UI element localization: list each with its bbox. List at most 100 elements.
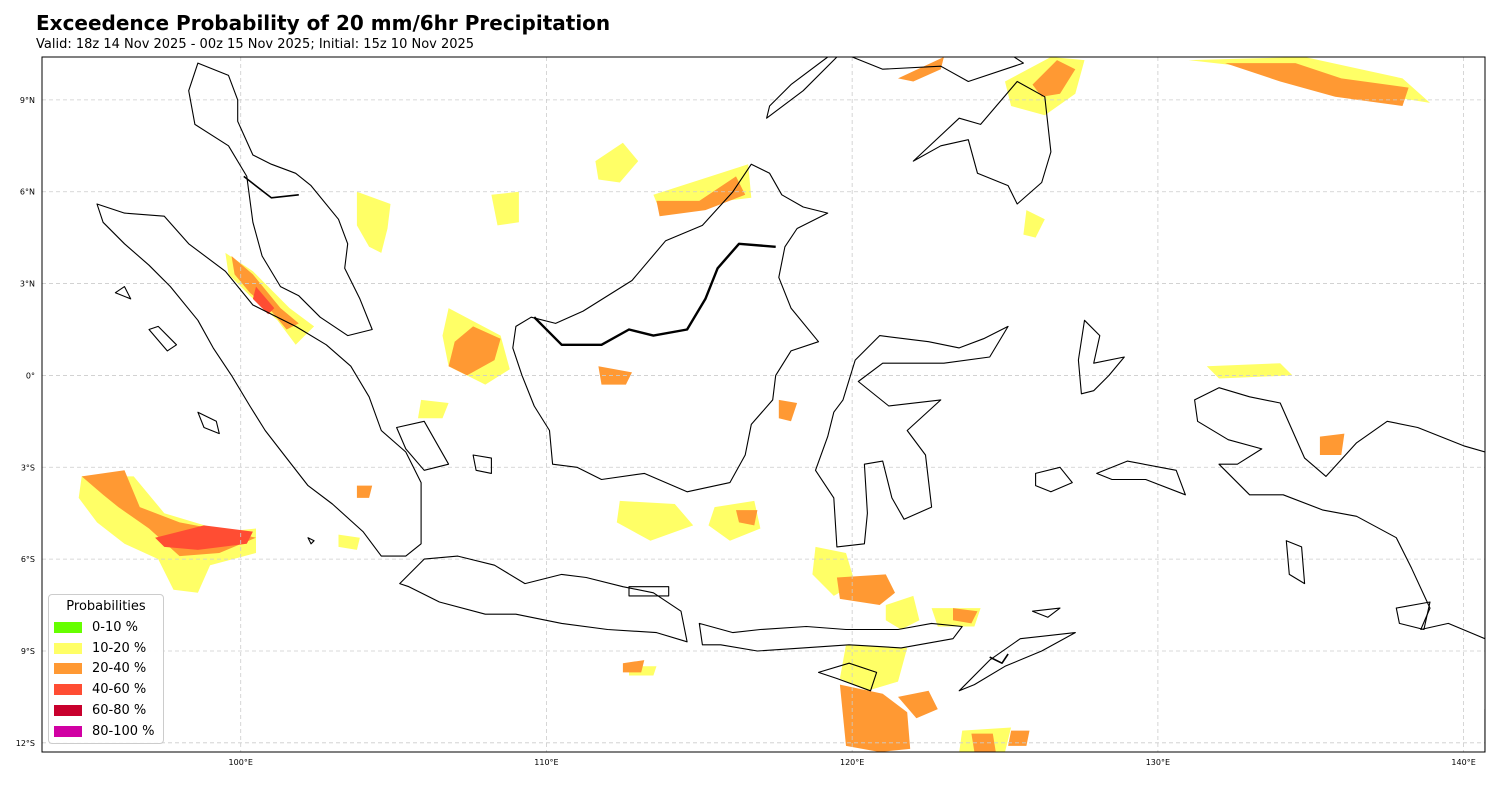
precip-area-16 [778,399,798,422]
precip-area-41 [338,534,360,550]
coastline-timor [958,632,1076,692]
precip-area-21 [836,574,895,605]
coastline-new-guinea [1194,387,1485,640]
coastline-java [399,555,688,643]
map-subtitle: Valid: 18z 14 Nov 2025 - 00z 15 Nov 2025… [36,37,475,52]
coastline-belitung [472,454,492,474]
coastline-bangka [396,420,450,471]
lon-tick-label: 130°E [1146,758,1170,767]
legend-item: 10-20 % [54,638,158,659]
legend-item: 80-100 % [54,721,158,742]
precipitation-layer [78,57,1430,752]
border-sarawak-kalimantan [533,242,776,346]
precip-area-10 [656,176,746,217]
coastline-luzon-visayas [851,57,1024,83]
lat-tick-label: 9°N [20,96,35,105]
coastline-sumba [817,662,878,692]
coastlines [96,57,1485,752]
map-frame [41,56,1486,753]
coastline-yos-sudarso [1395,601,1431,631]
precip-area-37 [1206,363,1293,379]
coastline-nias [148,325,178,352]
lat-tick-label: 12°S [16,739,35,748]
precip-area-33 [898,57,944,82]
precip-area-13 [418,399,449,419]
coastline-seram [1096,460,1186,496]
legend-item: 60-80 % [54,700,158,721]
legend-item: 0-10 % [54,617,158,638]
precip-area-6 [252,286,275,315]
border-timor-leste [989,653,1009,665]
precip-area-26 [839,684,911,752]
coastline-aru [1285,540,1306,585]
coastline-buru [1035,466,1073,493]
lon-tick-label: 140°E [1451,758,1475,767]
coastline-mindanao [912,80,1052,205]
precip-area-14 [598,366,632,385]
legend-swatch [54,725,82,737]
axis-tick-labels: 100°E 110°E 120°E 130°E 140°E 9°N 6°N 3°N 0° 3°S 6… [16,96,1476,767]
lon-tick-label: 100°E [229,758,253,767]
precip-area-25 [839,644,908,691]
lon-tick-label: 110°E [534,758,558,767]
lat-tick-label: 3°S [21,463,35,472]
legend-label: 40-60 % [92,682,147,698]
coastline-wetar [1031,607,1061,618]
precip-area-40 [622,660,645,673]
precip-area-22 [885,595,920,630]
legend-item: 40-60 % [54,679,158,700]
lat-tick-label: 6°N [20,188,35,197]
lon-tick-label: 120°E [840,758,864,767]
legend-label: 10-20 % [92,640,147,656]
lat-tick-label: 0° [26,371,35,380]
legend-swatch [54,642,82,654]
coastline-cape-york [1484,708,1485,752]
coastline-enggano [307,537,315,545]
legend-swatch [54,684,82,696]
precip-area-32 [1032,60,1076,97]
legend: Probabilities 0-10 % 10-20 % 20-40 % 40-60 … [48,594,164,744]
coastline-halmahera [1077,319,1125,395]
precip-area-24 [953,608,978,624]
precip-area-5 [231,256,299,330]
legend-title: Probabilities [66,599,146,614]
precip-area-17 [616,500,694,541]
precip-area-34 [1023,210,1045,238]
precip-area-15 [356,485,373,498]
precip-area-8 [491,191,519,226]
precip-area-38 [1319,433,1345,455]
precip-area-30 [1008,730,1030,746]
precip-area-36 [1225,63,1409,106]
precip-area-12 [448,326,501,376]
lat-tick-label: 6°S [21,555,35,564]
legend-item: 20-40 % [54,659,158,680]
borders [243,175,1009,665]
coastline-lesser-sunda [698,622,963,652]
border-thailand-malaysia [243,175,299,199]
lat-tick-label: 9°S [21,647,35,656]
coastline-siberut [197,411,220,435]
legend-label: 0-10 % [92,619,138,635]
coastline-sumatra [96,203,422,557]
coastline-simeulue [114,286,132,300]
coastline-borneo [512,163,829,493]
legend-label: 20-40 % [92,661,147,677]
precip-area-7 [595,142,639,183]
map-frame-background [42,57,1485,752]
lat-tick-label: 3°N [20,280,35,289]
map-title: Exceedence Probability of 20 mm/6hr Prec… [36,11,611,35]
legend-label: 60-80 % [92,703,147,719]
coastline-palawan [766,57,838,119]
precip-area-19 [736,510,758,526]
precip-area-3 [356,191,391,253]
coastline-malay-peninsula [188,62,373,337]
legend-swatch [54,705,82,717]
legend-swatch [54,663,82,675]
gridlines [42,57,1485,752]
coastline-sulawesi [814,325,1009,548]
coastline-madura [628,586,670,597]
legend-label: 80-100 % [92,723,155,739]
legend-swatch [54,621,82,633]
precip-area-2 [155,525,253,550]
